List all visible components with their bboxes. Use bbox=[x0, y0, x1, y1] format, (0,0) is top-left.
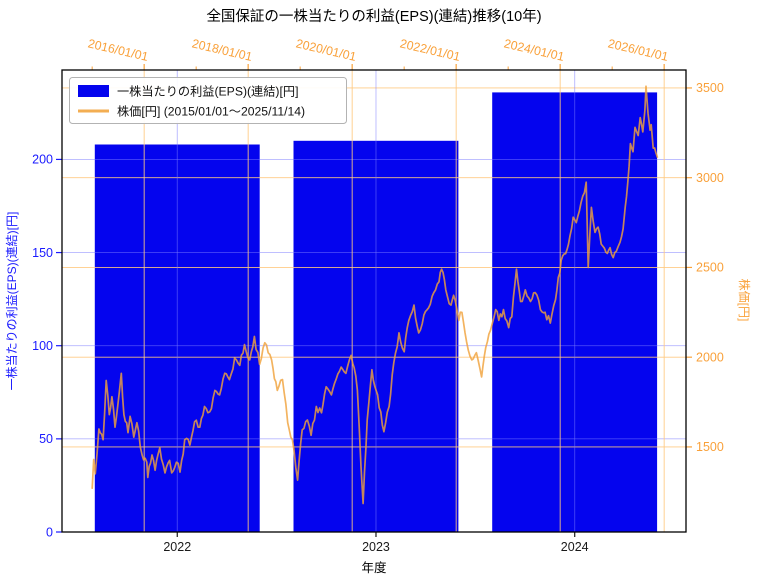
legend: 一株当たりの利益(EPS)(連結)[円] 株価[円] (2015/01/01～2… bbox=[69, 77, 347, 124]
legend-eps-swatch bbox=[78, 85, 109, 97]
tick-label-price: 1500 bbox=[696, 440, 724, 454]
tick-label-date: 2016/01/01 bbox=[87, 36, 150, 64]
tick-label-eps: 100 bbox=[32, 339, 53, 353]
price-line bbox=[91, 85, 659, 505]
tick-label-date: 2022/01/01 bbox=[399, 36, 462, 64]
legend-eps-label: 一株当たりの利益(EPS)(連結)[円] bbox=[117, 84, 298, 99]
right-y-axis-label: 株価[円] bbox=[737, 279, 752, 322]
tick-label-eps: 50 bbox=[39, 432, 53, 446]
legend-price-label: 株価[円] (2015/01/01～2025/11/14) bbox=[117, 104, 305, 119]
tick-label-fiscal: 2024 bbox=[561, 540, 589, 554]
price-line-layer bbox=[91, 85, 659, 505]
tick-label-price: 2500 bbox=[696, 261, 724, 275]
tick-label-fiscal: 2022 bbox=[163, 540, 191, 554]
tick-label-price: 3500 bbox=[696, 81, 724, 95]
tick-label-eps: 150 bbox=[32, 246, 53, 260]
tick-label-price: 3000 bbox=[696, 171, 724, 185]
chart-title: 全国保証の一株当たりの利益(EPS)(連結)推移(10年) bbox=[206, 7, 541, 25]
tick-label-eps: 0 bbox=[46, 525, 53, 539]
left-y-axis-label: 一株当たりの利益(EPS)(連結)[円] bbox=[4, 212, 19, 391]
plot-border bbox=[61, 69, 687, 533]
tick-label-eps: 200 bbox=[32, 153, 53, 167]
tick-label-date: 2018/01/01 bbox=[191, 36, 254, 64]
x-axis-label: 年度 bbox=[361, 560, 387, 575]
tick-label-fiscal: 2023 bbox=[362, 540, 390, 554]
tick-label-date: 2020/01/01 bbox=[295, 36, 358, 64]
tick-label-date: 2026/01/01 bbox=[607, 36, 670, 64]
tick-label-price: 2000 bbox=[696, 350, 724, 364]
tick-label-date: 2024/01/01 bbox=[503, 36, 566, 64]
legend-box bbox=[69, 77, 347, 124]
